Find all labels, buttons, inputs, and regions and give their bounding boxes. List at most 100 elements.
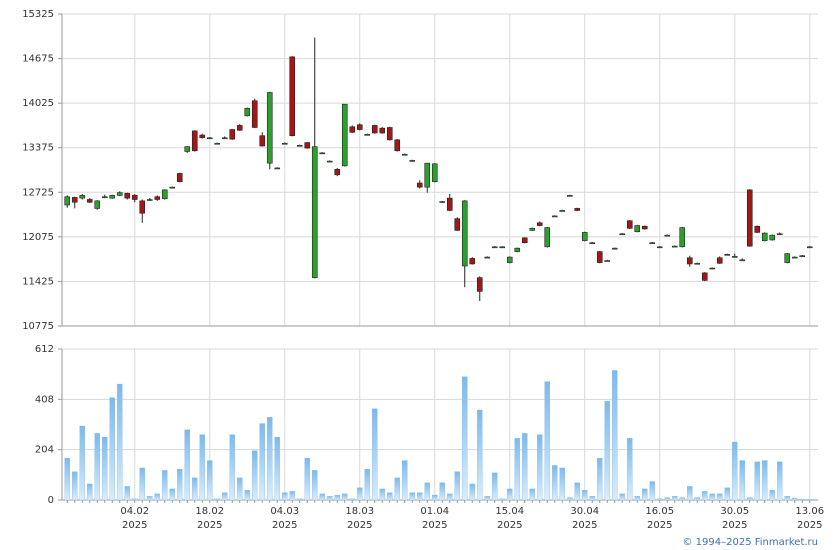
candle-body	[184, 146, 191, 152]
candle-body	[251, 100, 258, 128]
volume-bar	[64, 457, 71, 501]
candle-body	[296, 145, 303, 147]
volume-bar	[364, 469, 370, 501]
candle-body	[739, 259, 746, 262]
volume-bar	[544, 381, 551, 501]
candle-body	[364, 134, 371, 136]
candle-body	[161, 189, 168, 200]
candle-body	[221, 137, 228, 140]
candle-body	[604, 260, 611, 262]
volume-bar	[341, 493, 348, 501]
candle-body	[769, 234, 776, 241]
y-tick-label: 14025	[22, 98, 54, 109]
volume-bar	[664, 497, 671, 501]
candle-body	[709, 267, 716, 270]
x-tick-label: 01.04	[420, 506, 449, 517]
candle-body	[86, 199, 93, 203]
volume-bar	[672, 496, 678, 501]
volume-bar	[612, 370, 618, 501]
candle-body	[566, 195, 573, 197]
volume-bar	[687, 486, 693, 501]
volume-bar	[582, 489, 588, 501]
volume-bar	[281, 492, 288, 501]
volume-bar	[356, 487, 363, 501]
volume-bar	[401, 460, 408, 501]
volume-bar	[259, 423, 265, 501]
volume-bar	[79, 425, 86, 501]
x-tick-label: 18.03	[345, 506, 374, 517]
volume-bar	[732, 441, 738, 501]
candle-body	[281, 142, 288, 145]
candle-body	[191, 130, 198, 152]
volume-bar	[461, 376, 468, 501]
volume-bar	[799, 498, 806, 501]
volume-bar	[627, 438, 633, 501]
candle-body	[131, 195, 138, 200]
candle-body	[506, 256, 513, 263]
candle-body	[439, 201, 446, 203]
candle-body	[289, 56, 296, 137]
volume-bar	[109, 397, 116, 501]
candle-body	[484, 256, 491, 259]
candle-body	[784, 253, 791, 263]
volume-bar	[717, 493, 723, 501]
volume-bar	[589, 496, 596, 501]
x-tick-year: 2025	[497, 520, 522, 531]
candle-body	[619, 233, 626, 236]
candle-body	[199, 134, 206, 139]
volume-bar	[176, 469, 183, 501]
candle-body	[499, 246, 506, 249]
volume-bar	[552, 465, 558, 501]
x-tick-label: 15.04	[495, 506, 524, 517]
volume-bar	[319, 493, 325, 501]
volume-bar	[124, 486, 131, 501]
volume-bar	[491, 472, 498, 501]
candle-body	[169, 186, 176, 189]
volume-bar	[304, 457, 310, 501]
candle-body	[386, 127, 393, 141]
candle-body	[311, 146, 318, 278]
candle-body	[371, 125, 378, 134]
volume-bar	[574, 482, 581, 501]
candle-body	[214, 142, 221, 145]
candle-body	[349, 126, 356, 133]
x-tick-year: 2025	[797, 520, 822, 531]
candle-body	[416, 182, 423, 188]
candle-body	[754, 225, 761, 233]
x-tick-year: 2025	[347, 520, 372, 531]
y-tick-label: 15325	[22, 9, 54, 20]
candle-body	[611, 247, 618, 250]
candle-body	[589, 242, 596, 244]
volume-bar	[506, 488, 513, 501]
volume-bar	[386, 492, 393, 501]
candle-body	[649, 242, 656, 244]
candle-body	[154, 196, 161, 200]
volume-bar	[597, 457, 603, 501]
candle-body	[701, 272, 708, 281]
volume-bar	[117, 383, 123, 501]
y-tick-label: 0	[48, 495, 54, 506]
volume-bar	[634, 496, 641, 501]
y-tick-label: 13375	[22, 143, 54, 154]
volume-bar	[206, 460, 213, 501]
volume-bar	[709, 493, 716, 501]
volume-bar	[769, 489, 776, 501]
candle-body	[401, 153, 408, 156]
candle-body	[761, 232, 768, 241]
volume-bar	[537, 434, 543, 501]
volume-bar	[229, 434, 235, 501]
volume-bar	[191, 477, 198, 501]
volume-bar	[724, 487, 731, 501]
candle-body	[146, 199, 153, 201]
volume-bar	[94, 433, 101, 501]
volume-bar	[747, 497, 753, 501]
x-tick-year: 2025	[197, 520, 222, 531]
x-tick-label: 13.06	[795, 506, 824, 517]
y-tick-label: 10775	[22, 321, 54, 332]
candle-body	[319, 152, 326, 155]
volume-bar	[807, 499, 813, 501]
x-tick-label: 04.02	[120, 506, 149, 517]
candle-body	[551, 215, 558, 218]
volume-bar	[642, 488, 648, 501]
volume-bar	[379, 488, 385, 501]
